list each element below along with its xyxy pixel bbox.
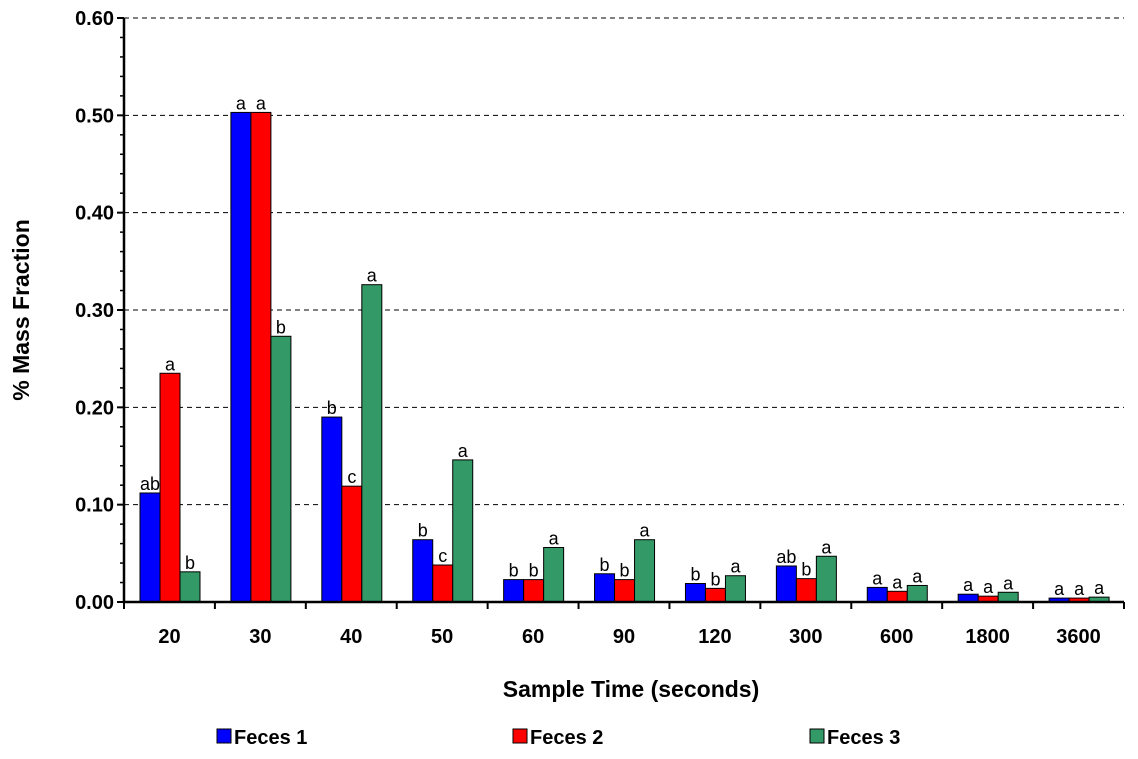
bar bbox=[684, 583, 706, 603]
bar bbox=[775, 565, 797, 603]
bar bbox=[341, 485, 363, 603]
bar-label: b bbox=[600, 555, 610, 575]
y-tick-label: 0.00 bbox=[75, 592, 114, 614]
bar bbox=[230, 111, 252, 603]
bar bbox=[724, 575, 746, 603]
legend-label: Feces 3 bbox=[827, 727, 900, 749]
bar bbox=[906, 584, 928, 603]
bar bbox=[159, 372, 181, 603]
y-tick-label: 0.30 bbox=[75, 300, 114, 322]
bar-label: a bbox=[963, 575, 974, 595]
bar-label: b bbox=[327, 398, 337, 418]
bar-label: a bbox=[549, 528, 560, 548]
bar bbox=[543, 546, 565, 603]
legend-swatch bbox=[809, 728, 825, 744]
y-axis-title: % Mass Fraction bbox=[8, 219, 34, 401]
bar-label: b bbox=[276, 317, 286, 337]
bar-label: a bbox=[872, 568, 883, 588]
bar bbox=[704, 587, 726, 603]
bar-label: b bbox=[710, 569, 720, 589]
bar-label: a bbox=[912, 566, 923, 586]
bar bbox=[452, 459, 474, 603]
bars bbox=[139, 111, 1110, 603]
bar-label: a bbox=[983, 577, 994, 597]
y-tick-label: 0.60 bbox=[75, 8, 114, 30]
bar bbox=[432, 564, 454, 603]
bar bbox=[815, 555, 837, 603]
x-tick-label: 1800 bbox=[965, 626, 1010, 648]
legend-label: Feces 2 bbox=[530, 727, 603, 749]
bar bbox=[795, 578, 817, 603]
bar-label: b bbox=[509, 561, 519, 581]
bar bbox=[179, 571, 201, 603]
bar bbox=[866, 586, 888, 603]
bar-label: a bbox=[892, 572, 903, 592]
legend-label: Feces 1 bbox=[234, 727, 307, 749]
bar bbox=[139, 492, 161, 603]
bar-label: b bbox=[418, 521, 428, 541]
bar-label: c bbox=[438, 546, 447, 566]
bar-label: a bbox=[730, 557, 741, 577]
x-tick-label: 50 bbox=[431, 626, 453, 648]
y-tick-label: 0.50 bbox=[75, 105, 114, 127]
bar bbox=[503, 579, 525, 603]
bar-label: ab bbox=[776, 547, 796, 567]
x-tick-label: 3600 bbox=[1056, 626, 1101, 648]
bar-label: a bbox=[1054, 579, 1065, 599]
x-tick-label: 300 bbox=[789, 626, 822, 648]
bar bbox=[886, 590, 908, 603]
bar bbox=[250, 111, 272, 603]
legend-swatch bbox=[216, 728, 232, 744]
legend-swatch bbox=[512, 728, 528, 744]
x-tick-label: 60 bbox=[522, 626, 544, 648]
x-tick-label: 120 bbox=[698, 626, 731, 648]
x-tick-label: 20 bbox=[158, 626, 180, 648]
bar-label: a bbox=[640, 521, 651, 541]
bar-label: b bbox=[801, 560, 811, 580]
axes: 0.00 0.10 0.20 0.30 0.40 0.50 0.60 20 30 40 50 60 90… bbox=[75, 8, 1125, 648]
bar bbox=[634, 539, 656, 603]
x-tick-label: 40 bbox=[340, 626, 362, 648]
bar bbox=[361, 284, 383, 603]
bar-label: b bbox=[620, 561, 630, 581]
bar bbox=[412, 539, 434, 603]
bar-label: a bbox=[367, 266, 378, 286]
bar-label: b bbox=[690, 565, 700, 585]
bar-label: ab bbox=[140, 474, 160, 494]
y-tick-label: 0.20 bbox=[75, 397, 114, 419]
bar-label: a bbox=[1074, 579, 1085, 599]
y-tick-label: 0.40 bbox=[75, 203, 114, 225]
bar bbox=[594, 573, 616, 603]
x-axis-title: Sample Time (seconds) bbox=[503, 676, 760, 702]
bar-label: b bbox=[185, 553, 195, 573]
bar-label: a bbox=[256, 93, 267, 113]
x-tick-label: 600 bbox=[880, 626, 913, 648]
bar-label: a bbox=[165, 354, 176, 374]
x-tick-label: 90 bbox=[613, 626, 635, 648]
bar-label: a bbox=[1094, 578, 1105, 598]
legend: Feces 1 Feces 2 Feces 3 bbox=[216, 727, 900, 749]
bar-label: a bbox=[821, 537, 832, 557]
bar-label: a bbox=[458, 441, 469, 461]
bar-label: a bbox=[236, 93, 247, 113]
y-tick-label: 0.10 bbox=[75, 495, 114, 517]
bar-label: b bbox=[529, 561, 539, 581]
bar-label: c bbox=[347, 467, 356, 487]
bar bbox=[997, 591, 1019, 603]
bar bbox=[270, 335, 292, 603]
bar bbox=[321, 416, 343, 603]
bar bbox=[614, 579, 636, 603]
bar bbox=[523, 579, 545, 603]
bar-label: a bbox=[1003, 573, 1014, 593]
x-tick-label: 30 bbox=[249, 626, 271, 648]
